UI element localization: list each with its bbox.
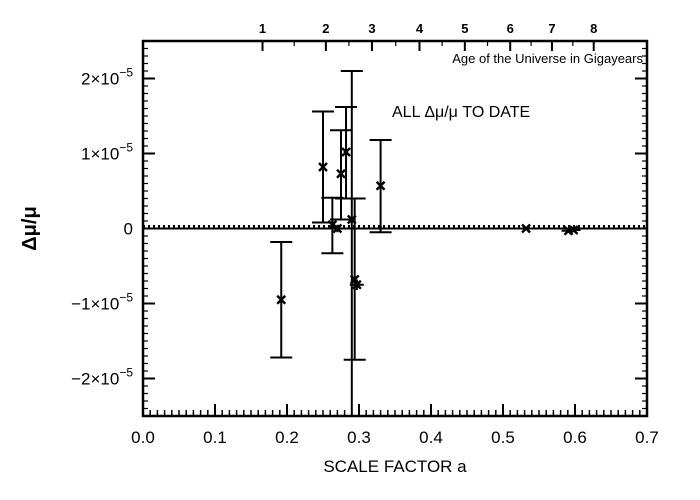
x-tick-label: 0.6 (563, 428, 587, 447)
point-marker (375, 180, 386, 191)
data-point (343, 197, 366, 361)
chart-annotation: ALL Δμ/μ TO DATE (392, 104, 530, 121)
labels: 0.0 0.1 0.2 0.3 0.4 0.5 0.6 0.7 −2×10−5 −1×10−5 0 1… (71, 21, 659, 447)
top-tick-label: 7 (548, 21, 555, 36)
top-tick-label: 2 (322, 21, 329, 36)
data-point (349, 279, 364, 290)
y-tick-label: −2×10−5 (71, 366, 133, 389)
y-tick-label: 2×10−5 (81, 66, 133, 89)
y-axis-label: Δμ/μ (19, 206, 41, 250)
data-point (312, 110, 334, 224)
top-tick-label: 5 (461, 21, 468, 36)
top-tick-label: 6 (507, 21, 514, 36)
x-tick-label: 0.1 (203, 428, 227, 447)
reference-lines (143, 225, 647, 230)
y-tick-label: 0 (124, 220, 133, 239)
x-tick-label: 0.0 (131, 428, 155, 447)
x-tick-label: 0.3 (347, 428, 371, 447)
data-point (335, 106, 358, 200)
plot-frame (141, 39, 649, 418)
x-tick-label: 0.5 (491, 428, 515, 447)
x-tick-label: 0.7 (635, 428, 659, 447)
data-point (270, 241, 293, 359)
point-marker (341, 147, 351, 157)
data-point (330, 223, 345, 234)
point-marker (568, 225, 579, 235)
top-tick-label: 1 (259, 21, 266, 36)
point-marker (336, 168, 346, 179)
data-points (270, 70, 581, 416)
data-point (330, 129, 352, 221)
point-marker (276, 294, 287, 305)
data-point (369, 139, 392, 234)
top-axis-label: Age of the Universe in Gigayears (452, 51, 643, 66)
x-axis-label: SCALE FACTOR a (323, 457, 467, 476)
top-tick-label: 8 (590, 21, 597, 36)
point-marker (332, 223, 343, 234)
top-tick-label: 3 (368, 21, 375, 36)
x-tick-label: 0.2 (275, 428, 299, 447)
data-point (340, 70, 363, 416)
y-tick-label: −1×10−5 (71, 291, 133, 314)
data-point (566, 225, 581, 235)
point-marker (351, 279, 362, 290)
point-marker (318, 162, 328, 172)
point-marker (521, 223, 531, 234)
top-tick-label: 4 (416, 21, 424, 36)
x-tick-label: 0.4 (419, 428, 443, 447)
y-tick-label: 1×10−5 (81, 141, 133, 164)
data-point (519, 223, 534, 234)
